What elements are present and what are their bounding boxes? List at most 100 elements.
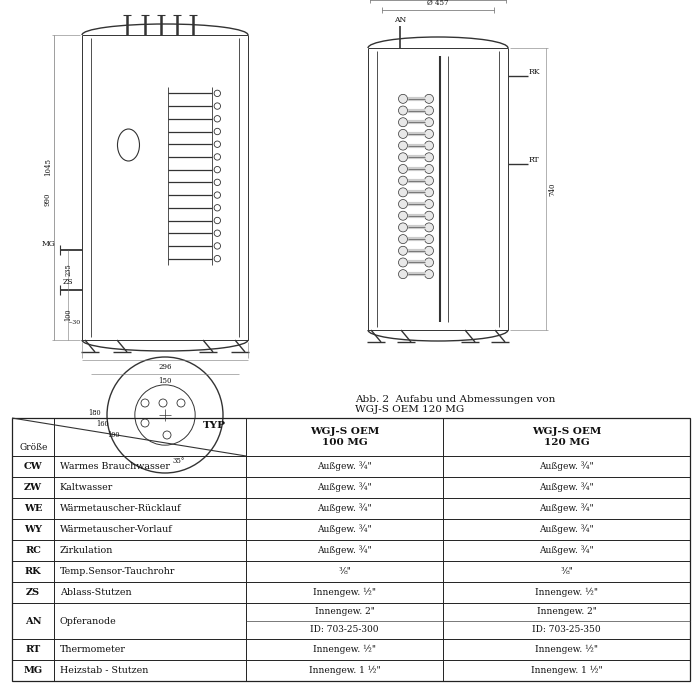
Circle shape (214, 141, 220, 148)
Circle shape (398, 223, 407, 232)
Text: 990: 990 (44, 193, 52, 206)
Text: 1045: 1045 (44, 158, 52, 176)
Text: Warmes Brauchwasser: Warmes Brauchwasser (60, 462, 170, 471)
Text: AN: AN (394, 16, 406, 24)
Text: 100: 100 (64, 309, 72, 321)
Text: 35°: 35° (173, 457, 186, 465)
Text: ZW: ZW (24, 483, 42, 492)
Circle shape (214, 116, 220, 122)
Text: Wärmetauscher-Vorlauf: Wärmetauscher-Vorlauf (60, 525, 173, 534)
Circle shape (214, 128, 220, 134)
Text: 160: 160 (97, 420, 109, 428)
Circle shape (424, 153, 433, 162)
Text: 180: 180 (89, 409, 102, 417)
Text: Ablass-Stutzen: Ablass-Stutzen (60, 588, 132, 597)
Text: Heizstab - Stutzen: Heizstab - Stutzen (60, 666, 148, 675)
Circle shape (398, 94, 407, 104)
Text: WY: WY (200, 0, 214, 1)
Circle shape (424, 188, 433, 197)
Text: RT: RT (25, 645, 41, 654)
Text: Innengew. 1 ½": Innengew. 1 ½" (531, 666, 602, 675)
Text: ZS: ZS (63, 278, 74, 286)
Text: Ø 457: Ø 457 (427, 0, 449, 7)
Circle shape (214, 192, 220, 198)
Text: Außgew. ¾": Außgew. ¾" (317, 525, 372, 534)
Text: Opferanode: Opferanode (60, 617, 117, 626)
Text: WE: WE (24, 504, 42, 513)
Circle shape (424, 223, 433, 232)
Circle shape (398, 130, 407, 139)
Text: Außgew. ¾": Außgew. ¾" (317, 504, 372, 513)
Text: Innengew. 2": Innengew. 2" (537, 608, 596, 617)
Circle shape (424, 258, 433, 267)
Text: Außgew. ¾": Außgew. ¾" (539, 483, 594, 492)
Text: Thermometer: Thermometer (60, 645, 126, 654)
Text: ⅜": ⅜" (560, 567, 573, 576)
Text: ~30: ~30 (67, 319, 80, 325)
Text: 100: 100 (106, 431, 119, 439)
Circle shape (398, 246, 407, 256)
Circle shape (398, 141, 407, 150)
Text: Innengew. ½": Innengew. ½" (313, 588, 376, 597)
Text: ZS: ZS (26, 588, 40, 597)
Text: Kaltwasser: Kaltwasser (60, 483, 113, 492)
Circle shape (398, 234, 407, 244)
Text: ⅜": ⅜" (338, 567, 351, 576)
Text: Innengew. ½": Innengew. ½" (313, 645, 376, 654)
Text: Innengew. 1 ½": Innengew. 1 ½" (309, 666, 380, 675)
Circle shape (214, 204, 220, 211)
Circle shape (214, 243, 220, 249)
Circle shape (398, 176, 407, 186)
Circle shape (398, 106, 407, 115)
Text: Wärmetauscher-Rücklauf: Wärmetauscher-Rücklauf (60, 504, 181, 513)
Circle shape (214, 256, 220, 262)
Text: Außgew. ¾": Außgew. ¾" (317, 462, 372, 471)
Circle shape (398, 258, 407, 267)
Circle shape (214, 103, 220, 109)
Text: Abb. 2  Aufabu und Abmessungen von
WGJ-S OEM 120 MG: Abb. 2 Aufabu und Abmessungen von WGJ-S … (355, 395, 555, 414)
Circle shape (424, 94, 433, 104)
Text: WGJ-S OEM
100 MG: WGJ-S OEM 100 MG (310, 427, 379, 447)
Text: Außgew. ¾": Außgew. ¾" (317, 483, 372, 492)
Text: RK: RK (25, 567, 41, 576)
Circle shape (424, 211, 433, 220)
Circle shape (424, 234, 433, 244)
Text: Außgew. ¾": Außgew. ¾" (539, 462, 594, 471)
Text: ID: 703-25-350: ID: 703-25-350 (532, 626, 601, 634)
Text: RC: RC (25, 546, 41, 555)
Text: Außgew. ¾": Außgew. ¾" (539, 546, 594, 555)
Circle shape (398, 188, 407, 197)
Text: ID: 703-25-300: ID: 703-25-300 (310, 626, 379, 634)
Circle shape (424, 106, 433, 115)
Text: CW: CW (24, 462, 43, 471)
Circle shape (398, 270, 407, 279)
Circle shape (214, 154, 220, 160)
Text: Innengew. 2": Innengew. 2" (314, 608, 374, 617)
Circle shape (424, 164, 433, 174)
Text: AN: AN (25, 617, 41, 626)
Text: WGJ-S OEM
120 MG: WGJ-S OEM 120 MG (532, 427, 601, 447)
Text: 740: 740 (548, 182, 556, 196)
Circle shape (398, 199, 407, 209)
Text: TYP: TYP (202, 421, 225, 430)
Circle shape (398, 118, 407, 127)
Text: WY: WY (24, 525, 42, 534)
Circle shape (424, 141, 433, 150)
Circle shape (424, 270, 433, 279)
Text: Innengew. ½": Innengew. ½" (535, 645, 598, 654)
Circle shape (424, 118, 433, 127)
Circle shape (398, 164, 407, 174)
Text: 150: 150 (158, 377, 172, 385)
Bar (12, 418, 690, 681)
Text: MG: MG (23, 666, 43, 675)
Text: WE: WE (106, 0, 120, 1)
Text: Innengew. ½": Innengew. ½" (535, 588, 598, 597)
Circle shape (424, 130, 433, 139)
Text: RT: RT (528, 156, 540, 164)
Circle shape (214, 167, 220, 173)
Text: Außgew. ¾": Außgew. ¾" (539, 525, 594, 534)
Text: MG: MG (41, 240, 55, 248)
Circle shape (214, 90, 220, 97)
Circle shape (424, 246, 433, 256)
Text: Außgew. ¾": Außgew. ¾" (317, 546, 372, 555)
